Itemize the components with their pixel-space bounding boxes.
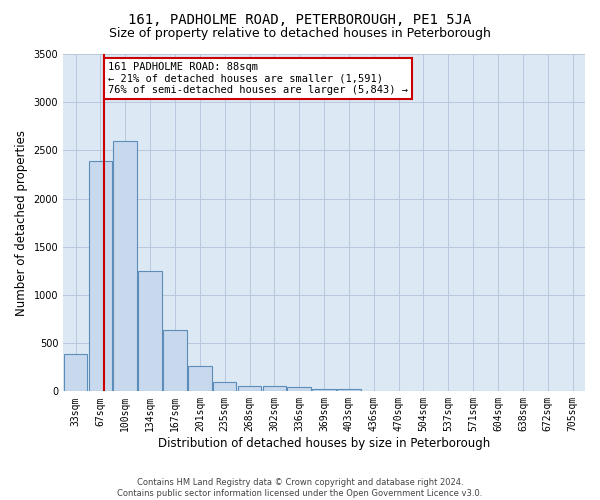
Bar	[337, 390, 361, 392]
Bar	[64, 354, 88, 392]
Text: Contains HM Land Registry data © Crown copyright and database right 2024.
Contai: Contains HM Land Registry data © Crown c…	[118, 478, 482, 498]
Bar	[89, 161, 112, 392]
Bar	[263, 386, 286, 392]
Bar	[287, 388, 311, 392]
Bar	[213, 382, 236, 392]
Bar	[139, 271, 162, 392]
Bar	[113, 140, 137, 392]
Text: Size of property relative to detached houses in Peterborough: Size of property relative to detached ho…	[109, 28, 491, 40]
Y-axis label: Number of detached properties: Number of detached properties	[15, 130, 28, 316]
Bar	[163, 330, 187, 392]
X-axis label: Distribution of detached houses by size in Peterborough: Distribution of detached houses by size …	[158, 437, 490, 450]
Bar	[188, 366, 212, 392]
Bar	[312, 389, 336, 392]
Bar	[238, 386, 262, 392]
Text: 161, PADHOLME ROAD, PETERBOROUGH, PE1 5JA: 161, PADHOLME ROAD, PETERBOROUGH, PE1 5J…	[128, 12, 472, 26]
Text: 161 PADHOLME ROAD: 88sqm
← 21% of detached houses are smaller (1,591)
76% of sem: 161 PADHOLME ROAD: 88sqm ← 21% of detach…	[108, 62, 408, 95]
